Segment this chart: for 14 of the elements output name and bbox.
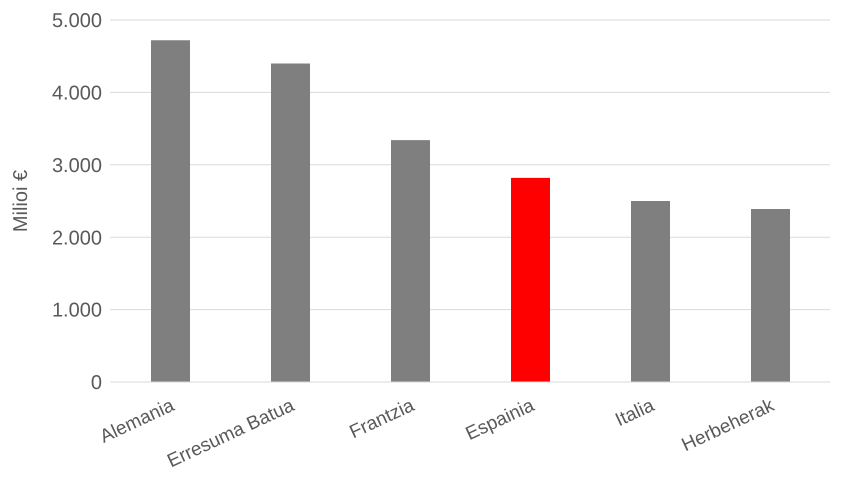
y-axis-title: Milioi € (10, 170, 32, 232)
y-tick-label: 2.000 (52, 227, 102, 250)
bar (751, 208, 790, 382)
y-tick-label: 4.000 (52, 82, 102, 104)
y-tick-label: 5.000 (52, 10, 102, 32)
bar (511, 178, 550, 382)
bar (151, 40, 190, 382)
y-tick-label: 1.000 (52, 300, 102, 322)
bar (391, 140, 430, 382)
y-tick-label: 3.000 (52, 154, 102, 177)
y-tick-label: 0 (90, 372, 102, 394)
bar (271, 63, 310, 382)
x-tick-label: Italia (612, 394, 658, 432)
bar (631, 201, 670, 382)
